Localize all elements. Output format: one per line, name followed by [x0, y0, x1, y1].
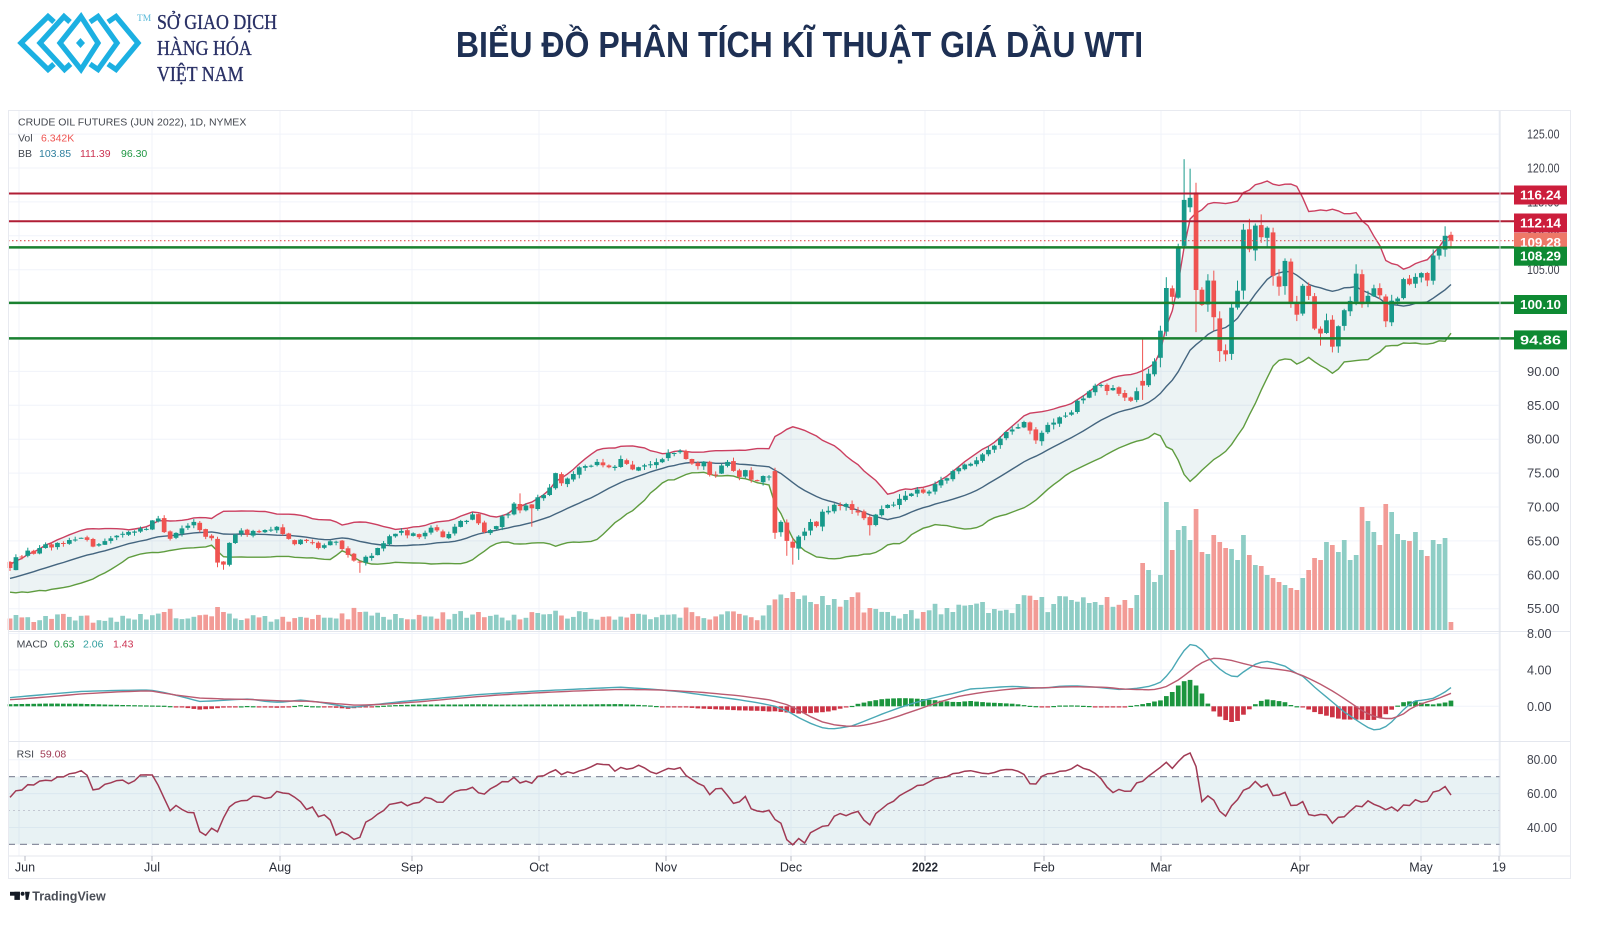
svg-text:90.00: 90.00 [1527, 365, 1560, 379]
svg-text:65.00: 65.00 [1527, 534, 1560, 548]
svg-text:111.39: 111.39 [80, 148, 111, 160]
svg-text:CRUDE OIL FUTURES (JUN 2022),: CRUDE OIL FUTURES (JUN 2022), 1D, NYMEX [18, 117, 246, 129]
svg-text:Dec: Dec [780, 861, 802, 875]
svg-text:Feb: Feb [1033, 861, 1055, 875]
svg-text:1.43: 1.43 [113, 638, 134, 650]
svg-text:0.63: 0.63 [54, 638, 75, 650]
svg-text:8.00: 8.00 [1527, 627, 1552, 641]
svg-text:40.00: 40.00 [1527, 821, 1557, 835]
svg-text:BB: BB [18, 148, 32, 160]
svg-text:Mar: Mar [1150, 861, 1172, 875]
svg-text:TradingView: TradingView [32, 891, 106, 903]
svg-text:55.00: 55.00 [1527, 602, 1560, 616]
svg-text:2022: 2022 [912, 861, 938, 875]
svg-text:109.28: 109.28 [1520, 236, 1561, 250]
svg-text:59.08: 59.08 [40, 748, 66, 760]
svg-text:Apr: Apr [1290, 861, 1309, 875]
svg-text:2.06: 2.06 [83, 638, 104, 650]
svg-text:96.30: 96.30 [121, 148, 147, 160]
svg-text:100.10: 100.10 [1520, 298, 1561, 312]
svg-text:May: May [1409, 861, 1433, 875]
svg-text:60.00: 60.00 [1527, 787, 1557, 801]
svg-text:85.00: 85.00 [1527, 399, 1560, 413]
svg-text:0.00: 0.00 [1527, 700, 1552, 714]
svg-text:RSI: RSI [17, 748, 35, 760]
svg-text:125.00: 125.00 [1527, 128, 1560, 142]
svg-text:Jun: Jun [15, 861, 35, 875]
svg-text:112.14: 112.14 [1520, 217, 1561, 231]
svg-text:MACD: MACD [17, 638, 48, 650]
svg-text:108.29: 108.29 [1520, 250, 1561, 264]
svg-text:TM: TM [137, 14, 152, 24]
svg-text:94.86: 94.86 [1520, 333, 1561, 347]
svg-text:75.00: 75.00 [1527, 467, 1560, 481]
svg-text:80.00: 80.00 [1527, 753, 1557, 767]
svg-text:120.00: 120.00 [1527, 162, 1560, 176]
svg-text:6.342K: 6.342K [41, 133, 74, 145]
svg-text:4.00: 4.00 [1527, 663, 1552, 677]
svg-text:Jul: Jul [144, 861, 160, 875]
svg-text:Vol: Vol [18, 133, 33, 145]
svg-text:Nov: Nov [655, 861, 678, 875]
svg-text:Oct: Oct [529, 861, 549, 875]
svg-text:80.00: 80.00 [1527, 433, 1560, 447]
svg-text:116.24: 116.24 [1520, 189, 1561, 203]
svg-text:60.00: 60.00 [1527, 568, 1560, 582]
svg-text:105.00: 105.00 [1527, 263, 1560, 277]
svg-text:Sep: Sep [401, 861, 423, 875]
svg-text:19: 19 [1492, 861, 1506, 875]
svg-text:70.00: 70.00 [1527, 501, 1560, 515]
svg-text:Aug: Aug [269, 861, 291, 875]
svg-text:103.85: 103.85 [39, 148, 71, 160]
